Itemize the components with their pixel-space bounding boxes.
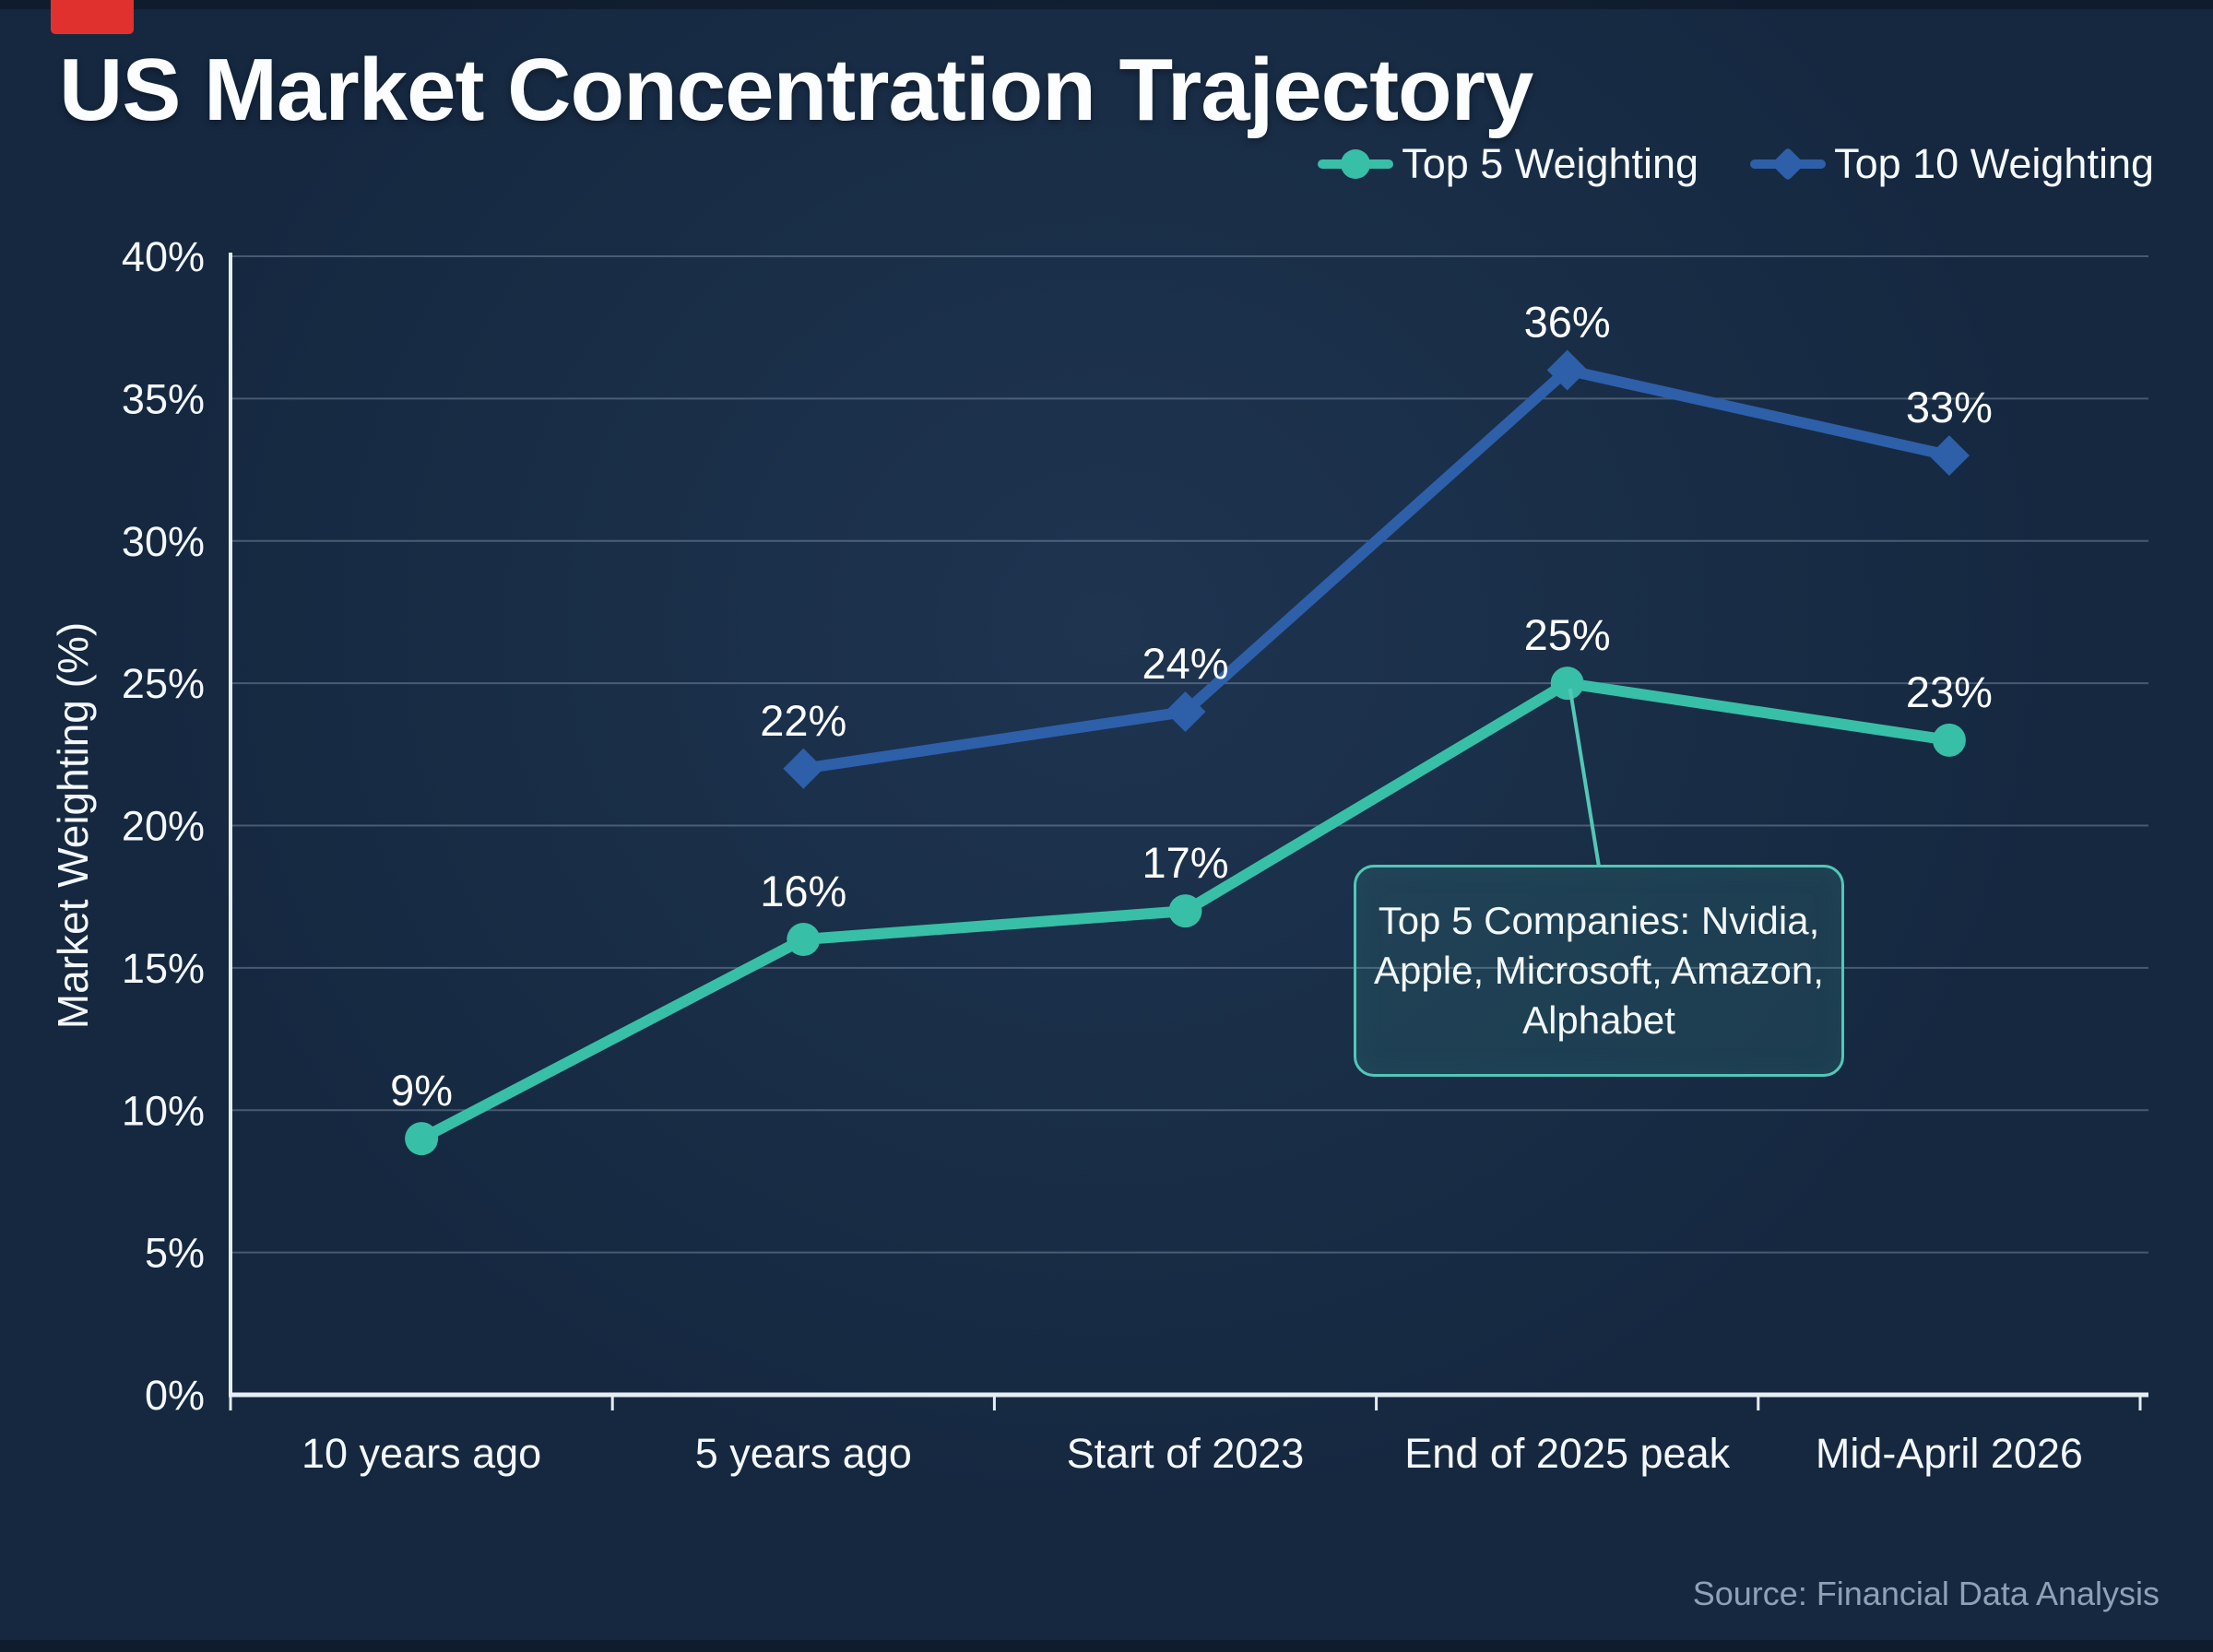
data-label: 9% xyxy=(390,1066,453,1115)
y-tick-label: 40% xyxy=(122,233,205,280)
source-text: Source: Financial Data Analysis xyxy=(1692,1575,2160,1612)
y-tick-label: 10% xyxy=(122,1087,205,1134)
annotation-text: Top 5 Companies: Nvidia, Apple, Microsof… xyxy=(1374,898,1824,1043)
red-badge xyxy=(51,0,134,34)
y-tick-label: 25% xyxy=(122,660,205,707)
data-label: 23% xyxy=(1906,667,1993,716)
data-point xyxy=(1928,435,1970,477)
series-top-10-weighting: 22% 24% 36% 33% xyxy=(760,298,1993,789)
x-tick-label: Mid-April 2026 xyxy=(1816,1430,2083,1477)
x-tick-label: End of 2025 peak xyxy=(1404,1430,1730,1477)
series-top-5-weighting: 9% 16% 17% 25% 23% xyxy=(390,610,1993,1156)
y-axis-title: Market Weighting (%) xyxy=(49,622,97,1029)
data-label: 33% xyxy=(1906,383,1993,431)
data-point xyxy=(1550,667,1584,701)
data-point xyxy=(1932,723,1966,757)
data-point xyxy=(405,1122,439,1156)
page-title: US Market Concentration Trajectory xyxy=(59,41,1533,139)
legend: Top 5 Weighting Top 10 Weighting xyxy=(1318,140,2154,188)
x-tick-labels: 10 years ago 5 years ago Start of 2023 End … xyxy=(302,1430,2083,1477)
x-tick-label: 10 years ago xyxy=(302,1430,541,1477)
data-label: 36% xyxy=(1524,298,1611,347)
legend-label-top5: Top 5 Weighting xyxy=(1402,140,1699,187)
callout-connector xyxy=(1568,688,1601,867)
x-tick-label: Start of 2023 xyxy=(1067,1430,1305,1477)
legend-label-top10: Top 10 Weighting xyxy=(1834,140,2154,187)
data-label: 22% xyxy=(760,696,846,745)
circle-marker-icon xyxy=(1318,146,1394,183)
legend-item-top10: Top 10 Weighting xyxy=(1750,140,2154,188)
data-point xyxy=(1165,691,1206,732)
bottom-edge-strip xyxy=(0,1640,2213,1652)
diamond-marker-icon xyxy=(1750,146,1827,183)
data-label: 16% xyxy=(760,867,846,915)
y-tick-label: 20% xyxy=(122,803,205,850)
data-point xyxy=(783,748,824,789)
y-tick-labels: 0% 5% 10% 15% 20% 25% 30% 35% 40% xyxy=(122,233,205,1419)
y-axis-title: Market Weighting (%) xyxy=(49,622,97,1029)
data-label: 24% xyxy=(1142,639,1228,688)
y-tick-label: 5% xyxy=(145,1230,205,1277)
legend-item-top5: Top 5 Weighting xyxy=(1318,140,1698,188)
data-point xyxy=(1168,894,1202,928)
top-edge-strip xyxy=(0,0,2213,9)
data-label: 17% xyxy=(1142,838,1228,887)
y-tick-label: 35% xyxy=(122,375,205,422)
y-tick-label: 30% xyxy=(122,518,205,565)
data-point xyxy=(1546,349,1588,391)
y-tick-label: 0% xyxy=(145,1372,205,1419)
annotation-box: Top 5 Companies: Nvidia, Apple, Microsof… xyxy=(1354,865,1844,1077)
y-tick-label: 15% xyxy=(122,945,205,992)
data-label: 25% xyxy=(1524,610,1611,659)
axes xyxy=(229,253,2148,1410)
data-point xyxy=(787,923,821,956)
gridlines xyxy=(231,255,2148,1254)
x-tick-label: 5 years ago xyxy=(695,1430,912,1477)
